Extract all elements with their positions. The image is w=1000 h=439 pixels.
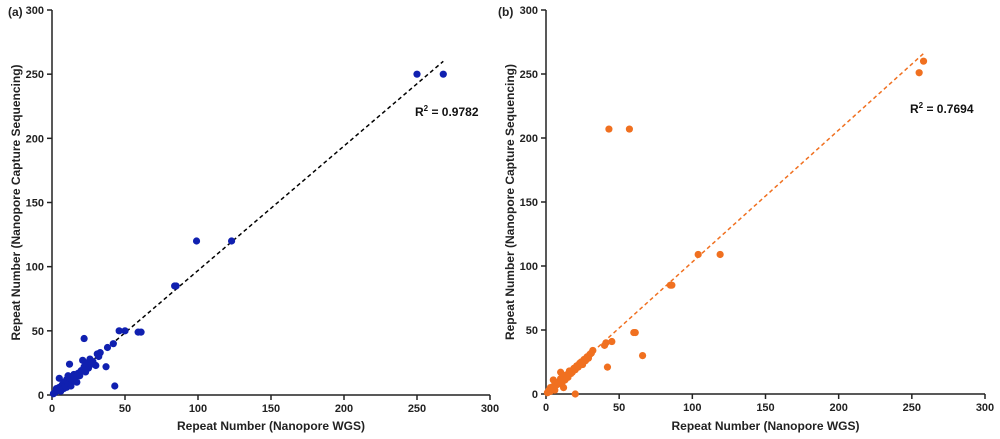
x-tick-label: 0 bbox=[543, 402, 549, 414]
data-point bbox=[109, 340, 117, 348]
y-tick-label: 250 bbox=[26, 69, 44, 81]
x-tick-label: 0 bbox=[49, 403, 55, 415]
y-tick-label: 50 bbox=[32, 326, 44, 338]
data-point bbox=[571, 390, 579, 398]
data-point bbox=[605, 125, 613, 133]
y-tick-label: 200 bbox=[520, 133, 538, 145]
y-tick-label: 250 bbox=[520, 69, 538, 81]
data-point bbox=[603, 363, 612, 371]
data-point bbox=[625, 125, 634, 133]
x-axis-title: Repeat Number (Nanopore WGS) bbox=[177, 419, 365, 433]
x-tick-label: 200 bbox=[829, 402, 847, 414]
fit-line bbox=[545, 52, 925, 395]
x-tick-label: 250 bbox=[408, 403, 426, 415]
data-point bbox=[694, 250, 702, 259]
x-tick-label: 150 bbox=[262, 403, 280, 415]
data-point bbox=[80, 334, 88, 343]
data-point bbox=[631, 328, 639, 337]
x-tick-label: 150 bbox=[756, 402, 774, 414]
y-tick-label: 50 bbox=[526, 325, 538, 337]
data-point bbox=[227, 237, 236, 245]
x-tick-label: 300 bbox=[481, 403, 499, 415]
y-tick-label: 0 bbox=[532, 389, 538, 401]
y-tick-label: 300 bbox=[520, 5, 538, 17]
panel-label: (b) bbox=[498, 5, 513, 19]
data-point bbox=[716, 250, 724, 259]
data-point bbox=[589, 346, 597, 355]
x-tick-label: 200 bbox=[335, 403, 353, 415]
data-point bbox=[439, 70, 447, 78]
data-point bbox=[668, 281, 676, 289]
panel-b: 0 50 100 150 200 250 300 0 50 100 150 200 250 300 Repe… bbox=[498, 5, 994, 433]
y-tick-label: 300 bbox=[26, 5, 44, 17]
data-point bbox=[92, 361, 100, 370]
data-point bbox=[65, 360, 74, 368]
panel-a: 0 50 100 150 200 250 300 0 50 100 150 200 250 300 Repe… bbox=[8, 5, 499, 433]
y-tick-label: 100 bbox=[520, 261, 538, 273]
data-point bbox=[121, 327, 129, 335]
data-point bbox=[137, 328, 145, 336]
data-point bbox=[919, 57, 928, 65]
y-tick-label: 0 bbox=[38, 390, 44, 402]
data-point bbox=[103, 343, 112, 352]
y-tick-label: 100 bbox=[26, 262, 44, 274]
x-axis-title: Repeat Number (Nanopore WGS) bbox=[671, 419, 859, 433]
data-point bbox=[172, 282, 180, 290]
y-tick-label: 200 bbox=[26, 133, 44, 145]
fit-line bbox=[51, 60, 444, 396]
y-axis-title: Repeat Number (Nanopore Capture Sequenci… bbox=[503, 64, 517, 340]
y-axis-title: Repeat Number (Nanopore Capture Sequenci… bbox=[9, 64, 23, 340]
r2-label: R2 = 0.9782 bbox=[415, 104, 479, 119]
data-point bbox=[559, 384, 568, 392]
data-point bbox=[73, 378, 81, 386]
data-point bbox=[102, 363, 110, 371]
x-tick-label: 100 bbox=[189, 403, 207, 415]
data-point bbox=[192, 237, 201, 245]
data-point bbox=[413, 70, 421, 78]
panel-label: (a) bbox=[8, 5, 23, 19]
y-tick-label: 150 bbox=[520, 197, 538, 209]
data-point bbox=[915, 69, 923, 77]
data-point bbox=[602, 339, 610, 347]
data-point bbox=[111, 382, 119, 390]
r2-label: R2 = 0.7694 bbox=[910, 101, 974, 116]
data-point bbox=[96, 349, 104, 357]
x-tick-label: 300 bbox=[976, 402, 994, 414]
x-tick-label: 100 bbox=[683, 402, 701, 414]
data-point bbox=[115, 327, 123, 335]
x-tick-label: 250 bbox=[903, 402, 921, 414]
x-tick-label: 50 bbox=[613, 402, 625, 414]
x-tick-label: 50 bbox=[119, 403, 131, 415]
y-tick-label: 150 bbox=[26, 198, 44, 210]
data-point bbox=[638, 352, 647, 360]
data-point bbox=[608, 337, 616, 346]
